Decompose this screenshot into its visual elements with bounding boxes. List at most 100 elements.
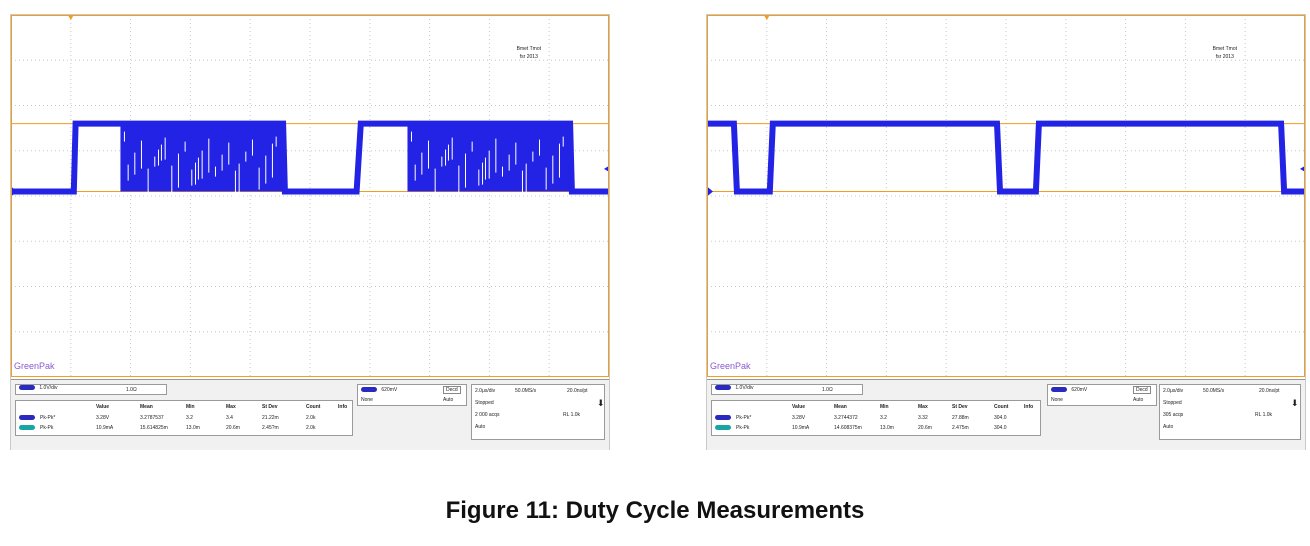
waveform-trace <box>11 120 609 195</box>
header-info: Info <box>1024 404 1034 410</box>
trigger-position-marker <box>67 15 74 20</box>
coupling-value: 1.0Ω <box>126 387 137 393</box>
trigger-level: 620mV <box>1071 387 1088 393</box>
channel-chip <box>715 425 731 431</box>
header-count: Count <box>306 404 321 410</box>
sample-rate: 50.0MS/s <box>1203 388 1225 394</box>
vertical-scale-box: 1.0V/div 1.0Ω <box>711 384 863 395</box>
measurement-value: 3.28V <box>96 415 110 421</box>
measurement-max: 3.32 <box>918 415 928 421</box>
scope-capture-right: Bmet Tmot fsr 2013 GreenPak 1.0V/div 1.0… <box>706 14 1306 450</box>
acquisition-settings: Bmet Tmot fsr 2013 <box>517 45 541 61</box>
plot-frame <box>11 15 609 377</box>
measurement-label: Pk-Pk* <box>40 415 56 421</box>
measurement-value: 3.28V <box>792 415 806 421</box>
arrow-down-icon: ⬇ <box>1291 398 1299 408</box>
timebase-scale: 2.0μs/div <box>1163 388 1184 394</box>
measurement-row: Pk-Pk* 3.28V 3.2787537 3.2 3.4 21.22m 2.… <box>16 414 354 422</box>
waveform-plot <box>707 15 1305 377</box>
graticule <box>11 15 609 377</box>
figure-caption: Figure 11: Duty Cycle Measurements <box>445 497 865 524</box>
acquisition-state: Stopped <box>1163 400 1182 406</box>
trigger-box: 620mV Decd None Auto <box>1047 384 1157 406</box>
ground-marker <box>707 186 713 197</box>
measurement-value: 10.9mA <box>96 425 114 431</box>
vertical-scale: 1.0V/div <box>39 385 58 391</box>
channel-chip <box>19 425 35 431</box>
timebase-box: 2.0μs/div 50.0MS/s 20.0ns/pt Stopped ⬇ 30… <box>1159 384 1301 440</box>
acquisition-count: 305 acqs <box>1163 412 1184 418</box>
measurement-count: 304.0 <box>994 425 1007 431</box>
header-stdev: St Dev <box>262 404 278 410</box>
measurement-min: 13.0m <box>880 425 894 431</box>
trigger-mode: Auto <box>1133 397 1144 403</box>
measurement-min: 3.2 <box>880 415 887 421</box>
measurement-panel: 1.0V/div 1.0Ω 620mV Decd None Auto 2.0μs… <box>11 379 609 450</box>
vertical-scale: 1.0V/div <box>735 385 754 391</box>
record-length: RL 1.0k <box>563 412 581 418</box>
record-length: RL 1.0k <box>1255 412 1273 418</box>
measurement-mean: 3.2787537 <box>140 415 164 421</box>
timebase-scale: 2.0μs/div <box>475 388 496 394</box>
measurement-count: 2.0k <box>306 425 316 431</box>
header-mean: Mean <box>140 404 153 410</box>
measurement-row: Pk-Pk 10.9mA 15.614825m 13.0m 20.6m 2.45… <box>16 424 354 432</box>
measurement-stdev: 2.475m <box>952 425 969 431</box>
timebase-box: 2.0μs/div 50.0MS/s 20.0ns/pt Stopped ⬇ 2 … <box>471 384 605 440</box>
measurement-row: Pk-Pk* 3.28V 3.2744372 3.2 3.32 27.88m 3… <box>712 414 1042 422</box>
acquisition-settings: Bmet Tmot fsr 2013 <box>1213 45 1237 61</box>
header-value: Value <box>792 404 806 410</box>
measurement-table: Value Mean Min Max St Dev Count Info Pk-… <box>711 400 1041 436</box>
settings-line-1: Bmet Tmot <box>516 46 541 52</box>
trigger-level-marker <box>604 165 609 172</box>
acquisition-state: Stopped <box>475 400 494 406</box>
measurement-mean: 3.2744372 <box>834 415 858 421</box>
header-max: Max <box>226 404 236 410</box>
header-stdev: St Dev <box>952 404 968 410</box>
measurement-label: Pk-Pk <box>40 425 54 431</box>
resolution: 20.0ns/pt <box>567 388 588 394</box>
measurement-table: Value Mean Min Max St Dev Count Info Pk-… <box>15 400 353 436</box>
measurement-header-row: Value Mean Min Max St Dev Count Info <box>16 403 354 411</box>
measurement-count: 2.0k <box>306 415 316 421</box>
measurement-label: Pk-Pk* <box>736 415 752 421</box>
header-min: Min <box>186 404 195 410</box>
settings-line-1: Bmet Tmot <box>1212 46 1237 52</box>
channel-chip <box>715 415 731 421</box>
brand-label: GreenPak <box>14 361 55 371</box>
trigger-chip <box>1051 387 1067 393</box>
trigger-level-marker <box>1300 165 1305 172</box>
measurement-min: 3.2 <box>186 415 193 421</box>
measurement-min: 13.0m <box>186 425 200 431</box>
graticule <box>707 15 1305 377</box>
ground-marker <box>11 186 17 197</box>
channel-1-chip <box>715 385 731 391</box>
measurement-label: Pk-Pk <box>736 425 750 431</box>
waveform-plot <box>11 15 609 377</box>
measurement-row: Pk-Pk 10.9mA 14.608375m 13.0m 20.6m 2.47… <box>712 424 1042 432</box>
auto-mode: Auto <box>1163 424 1174 430</box>
trigger-level: 620mV <box>381 387 398 393</box>
auto-mode: Auto <box>475 424 486 430</box>
measurement-stdev: 27.88m <box>952 415 969 421</box>
brand-label: GreenPak <box>710 361 751 371</box>
measurement-mean: 14.608375m <box>834 425 862 431</box>
header-max: Max <box>918 404 928 410</box>
measurement-max: 20.6m <box>918 425 932 431</box>
channel-1-chip <box>19 385 35 391</box>
measurement-count: 304.0 <box>994 415 1007 421</box>
resolution: 20.0ns/pt <box>1259 388 1280 394</box>
measurement-stdev: 21.22m <box>262 415 279 421</box>
header-min: Min <box>880 404 889 410</box>
trigger-source: None <box>361 397 373 403</box>
measurement-max: 3.4 <box>226 415 233 421</box>
channel-chip <box>19 415 35 421</box>
waveform-trace <box>707 120 1305 195</box>
trigger-source: None <box>1051 397 1063 403</box>
measurement-header-row: Value Mean Min Max St Dev Count Info <box>712 403 1042 411</box>
measurement-max: 20.6m <box>226 425 240 431</box>
trigger-mode: Auto <box>443 397 454 403</box>
sample-rate: 50.0MS/s <box>515 388 537 394</box>
header-count: Count <box>994 404 1009 410</box>
trigger-chip <box>361 387 377 393</box>
